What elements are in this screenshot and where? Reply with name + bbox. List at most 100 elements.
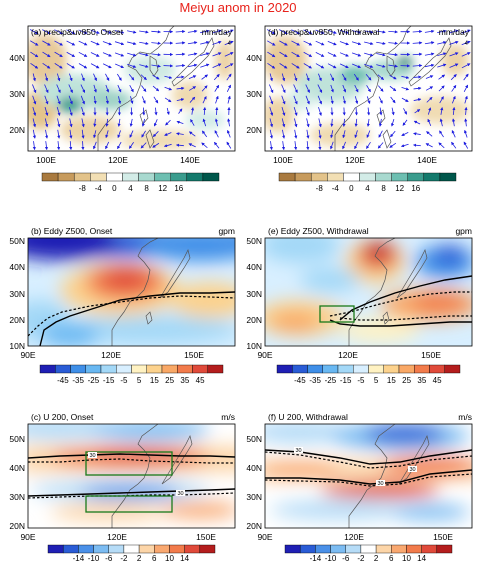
- wind-vector: [281, 95, 286, 105]
- panel-f-ytick-20n: 20N: [246, 521, 262, 531]
- panel-e-colorbar-swatch: [444, 364, 461, 374]
- wind-vector: [463, 73, 469, 81]
- wind-vector: [388, 64, 398, 68]
- wind-vector: [44, 95, 49, 105]
- panel-c-title: (c) U 200, Onset: [31, 412, 94, 422]
- panel-d-wind-vectors: [266, 29, 471, 151]
- panel-e-xtick-150e: 150E: [421, 350, 441, 360]
- wind-vector: [401, 86, 410, 91]
- wind-vector: [69, 118, 73, 128]
- wind-vector: [32, 73, 36, 82]
- wind-vector: [267, 51, 276, 58]
- wind-vector: [413, 98, 422, 102]
- panel-b-frame: [27, 237, 236, 347]
- panel-e-colorbar-tick: 35: [417, 376, 426, 385]
- wind-vector: [44, 118, 49, 128]
- wind-vector: [129, 118, 133, 127]
- panel-e-colorbar-swatch: [276, 364, 293, 374]
- panel-f-xtick-120e: 120E: [344, 532, 364, 542]
- wind-vector: [354, 84, 359, 93]
- wind-vector: [342, 107, 346, 116]
- wind-vector: [201, 130, 208, 138]
- wind-vector: [164, 86, 173, 91]
- panel-f-ytick-30n: 30N: [246, 492, 262, 502]
- wind-vector: [378, 130, 383, 138]
- panel-e-colorbar-tick: -5: [357, 376, 365, 385]
- wind-vector: [376, 41, 386, 45]
- panel-c-colorbar-swatch: [62, 544, 79, 554]
- wind-vector: [129, 85, 134, 93]
- wind-vector: [424, 29, 435, 33]
- wind-vector: [114, 41, 125, 46]
- panel-e-colorbar-swatch: [353, 364, 369, 374]
- wind-vector: [32, 95, 37, 105]
- wind-vector: [164, 132, 172, 136]
- wind-vector: [42, 62, 51, 69]
- wind-vector: [200, 29, 210, 34]
- wind-vector: [439, 96, 444, 104]
- panel-f-colorbar-tick: -10: [325, 554, 337, 562]
- panel-e-colorbar-swatch: [337, 364, 354, 374]
- wind-vector: [425, 143, 433, 148]
- wind-vector: [279, 51, 288, 58]
- wind-vector: [81, 141, 85, 151]
- panel-f-title: (f) U 200, Withdrawal: [268, 412, 348, 422]
- wind-vector: [151, 30, 161, 34]
- wind-vector: [339, 41, 349, 46]
- panel-d-colorbar-tick: 8: [381, 184, 386, 193]
- panel-b-ytick-10n: 10N: [9, 341, 25, 351]
- wind-vector: [352, 63, 362, 68]
- panel-d-field: [265, 26, 472, 151]
- panel-d-colorbar-swatch: [327, 172, 344, 182]
- wind-vector: [202, 118, 207, 127]
- wind-vector: [279, 29, 288, 35]
- wind-vector: [437, 41, 447, 45]
- wind-vector: [102, 63, 112, 69]
- wind-vector: [438, 142, 445, 149]
- wind-vector: [342, 84, 347, 93]
- wind-vector: [127, 52, 137, 57]
- wind-vector: [78, 63, 88, 69]
- wind-vector: [105, 141, 110, 150]
- wind-vector: [114, 52, 125, 57]
- panel-c-xtick-90e: 90E: [20, 532, 35, 542]
- panel-a: (a) precip&uv850, Onset mm/day 4 40N 30N…: [9, 25, 236, 193]
- wind-vector: [461, 29, 471, 34]
- wind-vector: [118, 96, 122, 105]
- panel-b-colorbar-swatch: [177, 364, 193, 374]
- wind-vector: [317, 95, 322, 105]
- panel-f-ytick-50n: 50N: [246, 434, 262, 444]
- wind-vector: [139, 41, 149, 45]
- wind-vector: [437, 29, 447, 34]
- panel-b-ytick-20n: 20N: [9, 315, 25, 325]
- wind-vector: [166, 107, 170, 116]
- wind-vector: [451, 129, 456, 138]
- wind-vector: [163, 143, 172, 148]
- wind-vector: [200, 63, 210, 68]
- wind-vector: [424, 52, 435, 56]
- wind-vector: [102, 29, 113, 34]
- panel-f-colorbar-swatch: [360, 544, 377, 554]
- wind-vector: [464, 95, 468, 104]
- wind-vector: [68, 95, 73, 105]
- panel-d-colorbar-swatch: [294, 172, 312, 182]
- wind-vector: [200, 41, 210, 45]
- panel-d-ytick-30n: 30N: [246, 89, 262, 99]
- panel-c-colorbar-tick: 6: [152, 554, 157, 562]
- wind-vector: [317, 84, 323, 93]
- wind-vector: [449, 52, 459, 57]
- wind-vector: [224, 29, 234, 34]
- wind-vector: [366, 141, 371, 149]
- wind-vector: [32, 106, 37, 116]
- panel-f-contour-label-2: 30: [409, 467, 415, 473]
- panel-c-colorbar-tick: 14: [180, 554, 189, 562]
- panel-a-ref-vector: 4: [228, 41, 232, 47]
- wind-vector: [330, 130, 334, 139]
- wind-vector: [90, 29, 100, 34]
- wind-vector: [151, 64, 161, 68]
- wind-vector: [291, 29, 301, 34]
- wind-vector: [354, 107, 359, 116]
- wind-vector: [129, 130, 134, 138]
- wind-vector: [90, 63, 100, 69]
- panel-c-colorbar-swatch: [138, 544, 155, 554]
